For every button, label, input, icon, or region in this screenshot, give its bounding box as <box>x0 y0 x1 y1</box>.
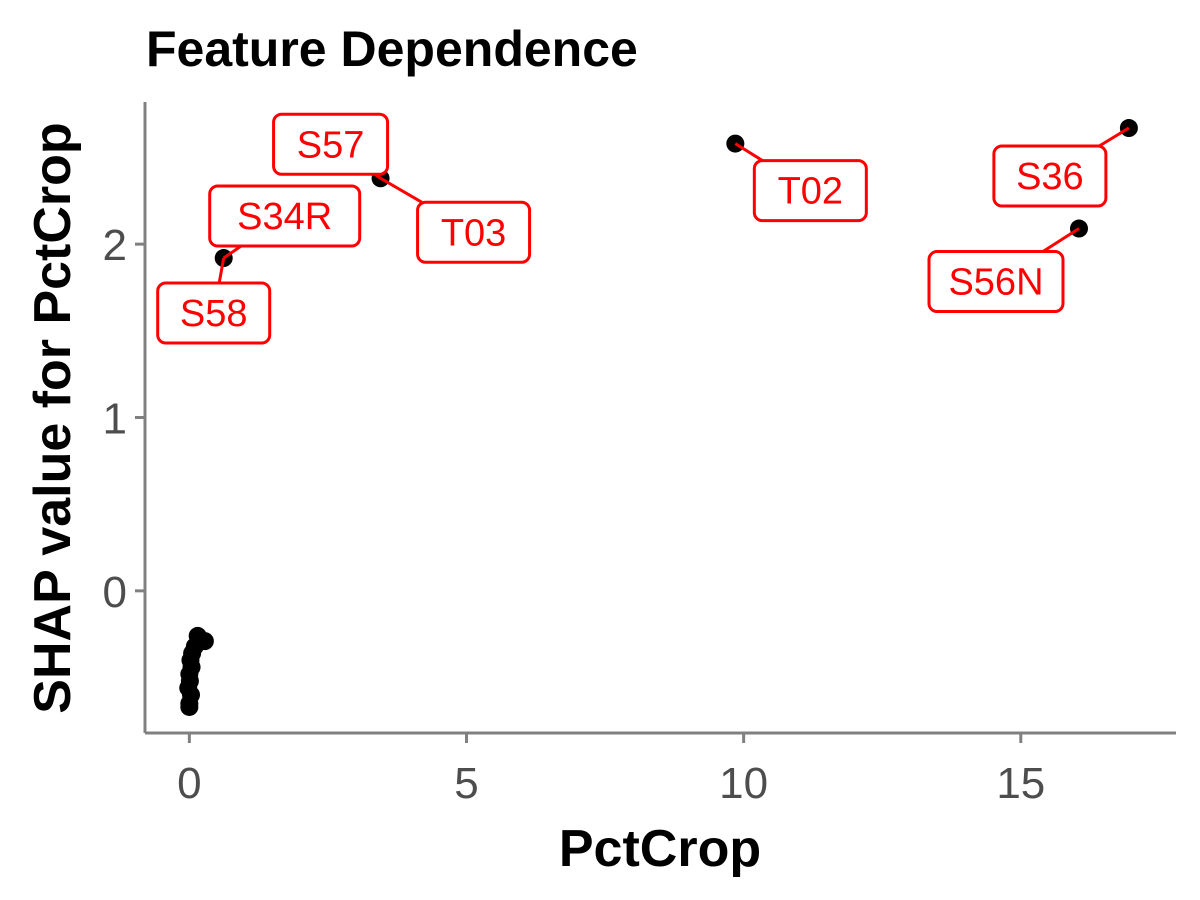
y-tick-label: 0 <box>103 568 127 617</box>
label-text: S58 <box>180 293 248 335</box>
label-text: S56N <box>948 262 1043 304</box>
x-tick-label: 5 <box>454 759 478 808</box>
label-leader-line <box>222 244 242 260</box>
label-box <box>752 159 868 223</box>
label-leader-line <box>734 142 764 162</box>
axis-ticks: 0 5 10 15 0 1 2 <box>103 221 1046 808</box>
y-tick-label: 1 <box>103 395 127 444</box>
chart-title: Feature Dependence <box>146 21 638 77</box>
point-label-s58: S58 <box>156 257 272 345</box>
point-label-s56n: S56N <box>927 227 1080 314</box>
point-labels: S58 S34R S57 T03 T02 S36 S56N <box>156 112 1130 345</box>
label-leader-line <box>1098 126 1130 148</box>
point-label-t03: T03 <box>379 176 532 264</box>
point-label-s34r: S34R <box>208 184 362 260</box>
x-tick-label: 10 <box>719 759 768 808</box>
label-box <box>208 184 362 248</box>
label-leader-line <box>217 257 226 284</box>
label-box <box>156 281 272 345</box>
y-axis-title: SHAP value for PctCrop <box>24 122 82 713</box>
x-axis-title: PctCrop <box>559 820 761 878</box>
label-text: T02 <box>778 171 843 213</box>
label-leader-line <box>1042 227 1080 253</box>
label-text: S57 <box>297 124 365 166</box>
label-text: T03 <box>441 212 506 254</box>
x-tick-label: 0 <box>177 759 201 808</box>
label-text: S36 <box>1016 156 1084 198</box>
label-box <box>416 200 532 264</box>
label-leader-line <box>379 176 423 204</box>
label-box <box>272 112 390 176</box>
point-label-s36: S36 <box>992 126 1130 208</box>
point-label-t02: T02 <box>734 142 868 223</box>
label-box <box>927 250 1065 314</box>
data-point <box>180 697 199 716</box>
y-tick-label: 2 <box>103 221 127 270</box>
x-tick-label: 15 <box>996 759 1045 808</box>
label-box <box>992 144 1108 208</box>
point-label-s57: S57 <box>272 112 390 180</box>
label-text: S34R <box>237 196 332 238</box>
